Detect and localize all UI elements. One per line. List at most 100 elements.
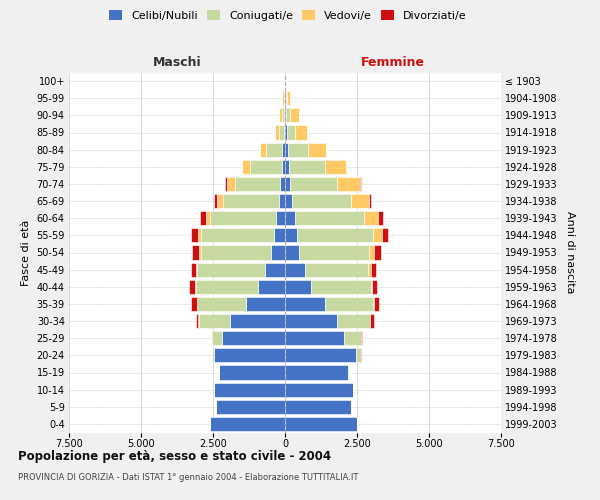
Bar xyxy=(282,91,284,105)
Bar xyxy=(206,211,209,225)
Bar xyxy=(212,331,221,345)
Bar xyxy=(285,160,289,174)
Bar xyxy=(371,280,377,294)
Bar xyxy=(285,262,305,276)
Bar xyxy=(290,108,299,122)
Bar xyxy=(190,280,196,294)
Y-axis label: Anni di nascita: Anni di nascita xyxy=(565,211,575,294)
Bar xyxy=(368,262,371,276)
Bar xyxy=(214,194,217,208)
Bar xyxy=(282,108,284,122)
Y-axis label: Fasce di età: Fasce di età xyxy=(21,220,31,286)
Bar xyxy=(285,246,299,260)
Bar xyxy=(196,262,197,276)
Bar xyxy=(196,280,257,294)
Bar xyxy=(373,297,374,311)
Bar xyxy=(276,211,285,225)
Bar xyxy=(285,297,325,311)
Bar xyxy=(260,142,266,156)
Bar xyxy=(295,211,364,225)
Bar xyxy=(285,142,287,156)
Bar xyxy=(285,91,286,105)
Bar xyxy=(325,160,346,174)
Bar xyxy=(200,211,206,225)
Bar xyxy=(285,400,351,414)
Text: Maschi: Maschi xyxy=(152,56,202,69)
Bar xyxy=(287,126,295,140)
Bar xyxy=(212,348,214,362)
Bar xyxy=(285,331,344,345)
Bar xyxy=(283,142,285,156)
Bar xyxy=(230,314,285,328)
Bar xyxy=(286,108,290,122)
Bar xyxy=(285,417,357,431)
Bar xyxy=(221,331,285,345)
Bar xyxy=(285,177,290,191)
Bar xyxy=(360,177,361,191)
Bar xyxy=(370,314,374,328)
Bar xyxy=(223,194,278,208)
Bar xyxy=(198,228,200,242)
Bar xyxy=(370,194,371,208)
Bar xyxy=(285,108,286,122)
Bar xyxy=(209,211,276,225)
Bar xyxy=(382,228,388,242)
Legend: Celibi/Nubili, Coniugati/e, Vedovi/e, Divorziati/e: Celibi/Nubili, Coniugati/e, Vedovi/e, Di… xyxy=(105,6,471,25)
Bar xyxy=(308,142,326,156)
Bar xyxy=(284,126,285,140)
Bar xyxy=(295,126,307,140)
Bar xyxy=(285,280,311,294)
Bar xyxy=(271,246,285,260)
Bar xyxy=(289,160,325,174)
Bar xyxy=(285,382,353,396)
Bar xyxy=(371,262,376,276)
Bar xyxy=(199,314,230,328)
Bar xyxy=(214,348,285,362)
Bar xyxy=(369,246,374,260)
Bar xyxy=(257,280,285,294)
Bar xyxy=(214,382,285,396)
Bar xyxy=(374,246,381,260)
Bar xyxy=(337,177,360,191)
Bar xyxy=(297,228,373,242)
Bar xyxy=(337,314,370,328)
Bar xyxy=(197,297,246,311)
Bar xyxy=(292,194,351,208)
Bar xyxy=(285,126,287,140)
Bar xyxy=(285,228,297,242)
Bar xyxy=(285,348,356,362)
Bar xyxy=(278,194,285,208)
Bar xyxy=(265,262,285,276)
Bar xyxy=(287,142,308,156)
Bar xyxy=(285,194,292,208)
Bar xyxy=(246,297,285,311)
Bar xyxy=(284,108,285,122)
Bar xyxy=(227,177,235,191)
Bar xyxy=(373,228,382,242)
Bar xyxy=(199,246,200,260)
Bar xyxy=(266,142,283,156)
Bar xyxy=(287,91,290,105)
Text: PROVINCIA DI GORIZIA - Dati ISTAT 1° gennaio 2004 - Elaborazione TUTTITALIA.IT: PROVINCIA DI GORIZIA - Dati ISTAT 1° gen… xyxy=(18,472,358,482)
Bar xyxy=(217,194,223,208)
Bar xyxy=(364,211,378,225)
Bar xyxy=(197,262,265,276)
Bar xyxy=(378,211,383,225)
Bar xyxy=(200,246,271,260)
Bar xyxy=(216,400,285,414)
Bar xyxy=(374,297,379,311)
Bar xyxy=(305,262,368,276)
Bar xyxy=(250,160,281,174)
Bar xyxy=(286,91,287,105)
Text: Femmine: Femmine xyxy=(361,56,425,69)
Bar xyxy=(219,366,285,380)
Bar xyxy=(191,228,198,242)
Bar xyxy=(325,297,373,311)
Bar xyxy=(191,262,196,276)
Bar xyxy=(290,177,337,191)
Bar xyxy=(200,228,274,242)
Bar xyxy=(299,246,369,260)
Bar xyxy=(191,246,199,260)
Bar xyxy=(285,211,295,225)
Bar xyxy=(285,314,337,328)
